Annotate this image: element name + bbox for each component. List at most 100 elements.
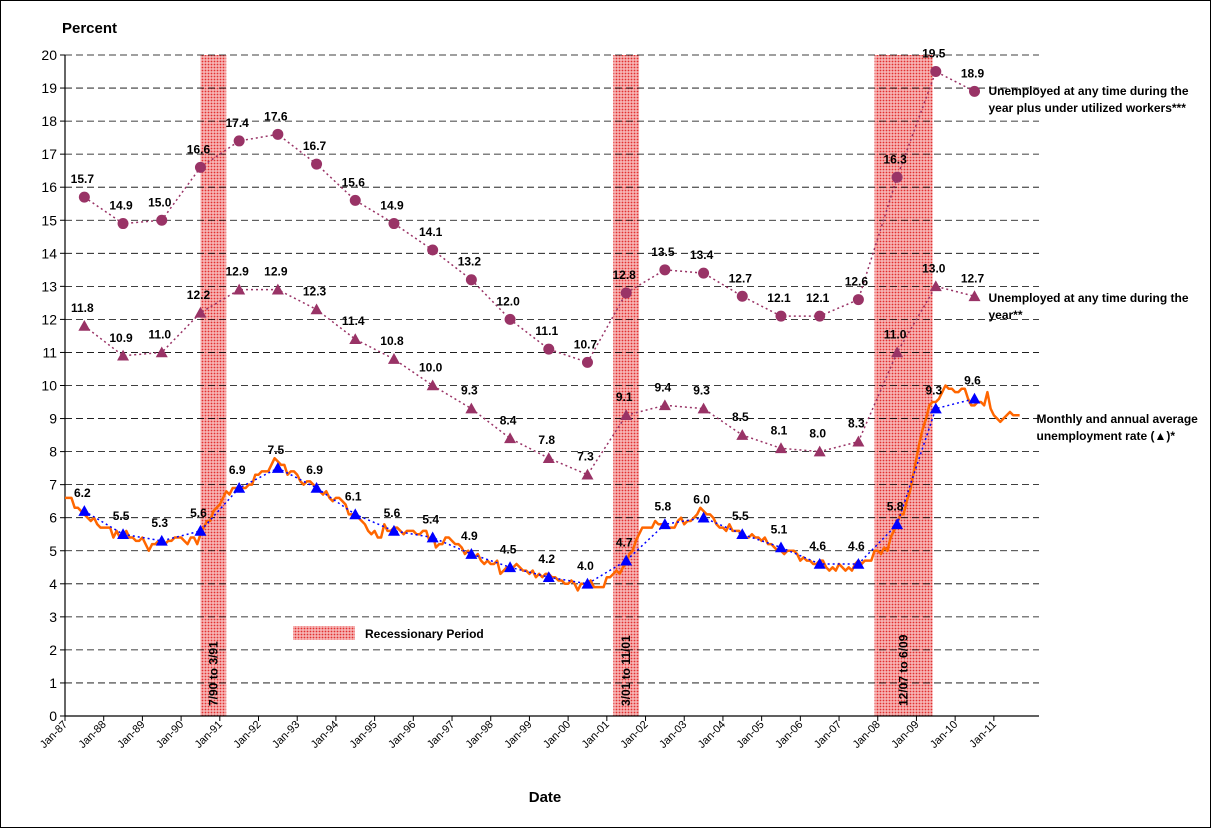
y-tick-label: 2 (49, 642, 57, 658)
data-label: 10.8 (380, 334, 404, 348)
data-label: 11.4 (342, 314, 365, 328)
y-tick-label: 9 (49, 411, 57, 427)
data-label: 10.7 (574, 337, 598, 351)
data-label: 9.1 (616, 390, 633, 404)
data-label: 11.8 (71, 301, 94, 315)
data-label: 8.4 (500, 413, 517, 427)
point (426, 379, 439, 391)
data-label: 16.6 (187, 142, 211, 156)
point (387, 353, 400, 364)
data-label: 6.0 (693, 493, 710, 507)
data-label: 12.1 (806, 291, 830, 305)
data-label: 14.1 (419, 225, 443, 239)
data-label: 4.9 (461, 529, 478, 543)
point (117, 349, 130, 361)
point (891, 518, 904, 530)
point (658, 518, 671, 530)
data-label: 12.6 (845, 275, 869, 289)
point (620, 409, 633, 421)
y-axis-title: Percent (62, 20, 117, 37)
point (504, 313, 516, 325)
data-label: 12.9 (264, 265, 288, 279)
point (78, 191, 90, 203)
point (774, 541, 787, 553)
annual-line (83, 285, 975, 476)
point (852, 557, 865, 569)
data-label: 5.3 (151, 516, 168, 530)
point (311, 158, 323, 170)
data-label: 15.7 (71, 172, 95, 186)
point (194, 306, 207, 318)
data-label: 14.9 (109, 199, 133, 213)
data-label: 12.7 (729, 271, 753, 285)
point (929, 402, 942, 414)
point (736, 290, 748, 302)
data-label: 12.1 (767, 291, 791, 305)
point (543, 343, 555, 355)
data-label: 8.5 (732, 410, 749, 424)
data-label: 13.2 (458, 255, 482, 269)
data-label: 11.1 (535, 324, 558, 338)
point (852, 435, 865, 447)
data-label: 6.9 (306, 463, 323, 477)
data-label: 5.5 (113, 509, 130, 523)
y-tick-label: 13 (41, 278, 57, 294)
data-label: 10.9 (109, 331, 133, 345)
point (930, 66, 942, 78)
point (271, 462, 284, 473)
data-label: 4.7 (616, 536, 633, 550)
point (929, 280, 942, 292)
point (310, 481, 323, 493)
point (349, 333, 362, 345)
data-label: 13.4 (690, 248, 714, 262)
point (387, 524, 400, 536)
point (968, 392, 981, 404)
data-label: 7.5 (268, 443, 285, 457)
point (620, 287, 632, 299)
data-label: 13.0 (922, 261, 946, 275)
data-label: 15.0 (148, 195, 172, 209)
point (156, 214, 168, 226)
recession-label: 7/90 to 3/91 (206, 641, 220, 706)
point (349, 508, 362, 520)
recession-label: 3/01 to 11/01 (619, 635, 633, 706)
point (697, 402, 710, 414)
series-label: Unemployed at any time during the year p… (988, 84, 1188, 115)
data-label: 14.9 (380, 199, 404, 213)
data-label: 11.0 (884, 327, 907, 341)
y-tick-label: 18 (41, 113, 57, 129)
y-tick-label: 11 (42, 344, 57, 360)
point (813, 557, 826, 569)
point (814, 310, 826, 322)
data-label: 9.3 (461, 384, 478, 398)
y-tick-label: 20 (41, 47, 57, 63)
point (271, 283, 284, 295)
data-label: 11.0 (148, 327, 171, 341)
y-tick-label: 5 (49, 543, 57, 559)
point (968, 290, 981, 302)
data-label: 6.9 (229, 463, 246, 477)
y-tick-label: 6 (49, 510, 57, 526)
point (891, 171, 903, 183)
point (194, 524, 207, 536)
y-tick-label: 8 (49, 444, 57, 460)
point (736, 429, 749, 440)
point (194, 161, 206, 173)
series-label: Unemployed at any time during the year** (988, 291, 1188, 322)
data-label: 9.4 (655, 380, 672, 394)
data-label: 16.7 (303, 139, 327, 153)
point (968, 85, 980, 97)
y-tick-label: 17 (41, 146, 57, 162)
point (117, 528, 130, 540)
data-label: 9.6 (964, 374, 981, 388)
data-label: 12.0 (496, 294, 520, 308)
point (233, 135, 245, 147)
point (697, 511, 710, 523)
data-label: 7.3 (577, 450, 594, 464)
data-label: 12.3 (303, 284, 327, 298)
data-label: 4.6 (848, 539, 865, 553)
y-tick-label: 15 (41, 212, 57, 228)
point (581, 577, 594, 589)
